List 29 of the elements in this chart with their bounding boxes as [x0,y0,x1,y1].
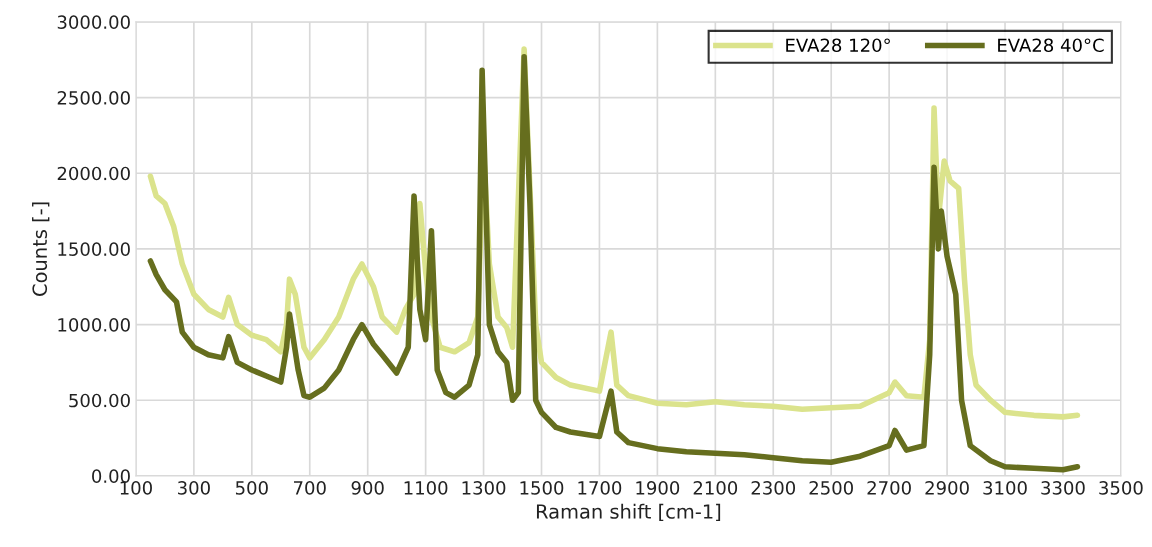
y-tick-label: 1500.00 [58,242,130,256]
x-tick-label: 1300 [462,481,506,495]
y-tick-label: 3000.00 [57,15,130,29]
x-tick-label: 100 [120,481,152,495]
x-tick-label: 700 [294,481,326,495]
x-tick-label: 1900 [636,481,680,495]
x-tick-label: 2100 [693,481,738,495]
x-tick-label: 1500 [520,481,564,495]
legend-label: EVA28 40°C [998,38,1104,53]
x-tick-label: 3500 [1099,481,1143,495]
x-tick-label: 3300 [1041,481,1085,495]
y-tick-label: 2500.00 [57,91,130,105]
x-tick-label: 1100 [404,481,448,495]
y-tick-label: 0.00 [92,469,130,484]
x-axis-title: Raman shift [cm-1] [536,503,721,522]
x-tick-label: 300 [178,481,210,495]
y-axis-title: Counts [-] [32,202,50,296]
x-tick-label: 900 [351,481,384,495]
x-tick-label: 2500 [809,481,853,495]
y-tick-label: 2000.00 [57,166,130,181]
y-tick-label: 1000.00 [58,318,130,332]
x-tick-label: 500 [235,481,268,495]
x-tick-label: 2700 [867,481,911,495]
x-tick-label: 2300 [751,481,796,495]
legend-label: EVA28 120° [786,38,890,53]
x-tick-label: 2900 [925,481,969,495]
y-tick-label: 500.00 [69,393,130,408]
x-tick-label: 1700 [578,481,622,495]
x-tick-label: 3100 [983,481,1027,495]
